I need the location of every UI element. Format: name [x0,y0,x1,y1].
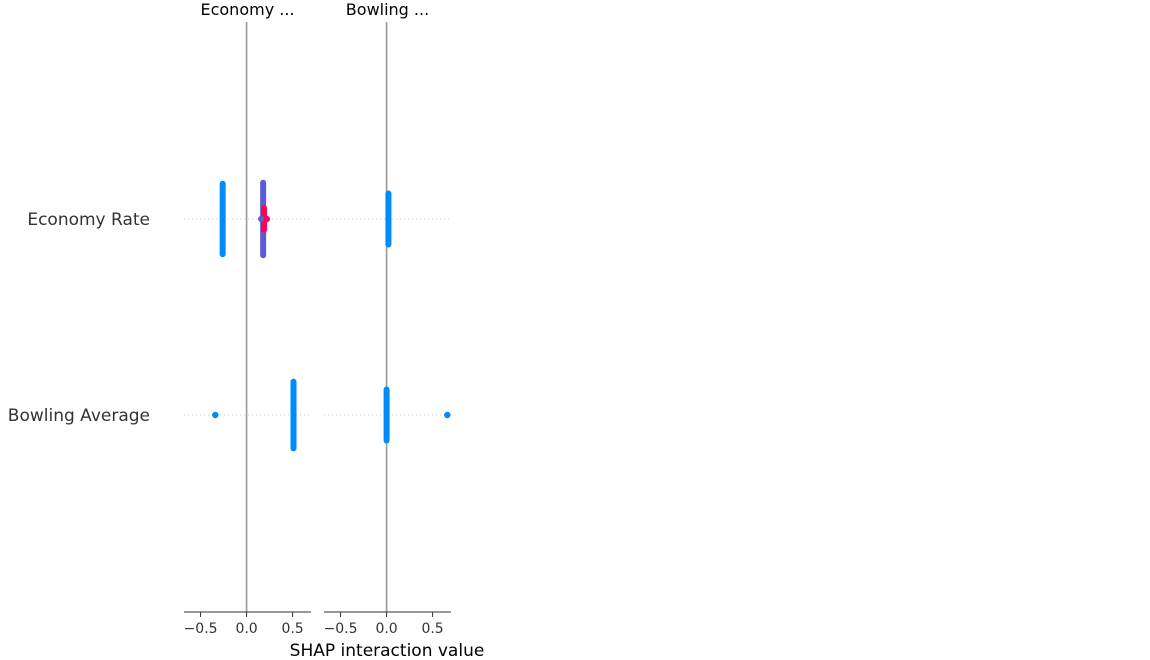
panels-layer: Economy ... −0.5 0.0 0.5 Bowling ... −0.5 0.0 0… [184,0,451,637]
panel-0: Economy ... −0.5 0.0 0.5 [184,0,311,637]
x-tick-label-0-1: 0.0 [235,621,257,637]
point-0-0-0 [258,215,265,223]
point-0-1-0 [212,411,219,419]
panel-title-0: Economy ... [200,0,294,19]
row-label-0: Economy Rate [27,210,150,230]
point-1-1-0 [444,411,451,419]
x-tick-label-1-0: −0.5 [324,621,358,637]
x-tick-label-1-2: 0.5 [421,621,443,637]
row-label-1: Bowling Average [8,406,150,426]
row-labels: Economy Rate Bowling Average [8,210,150,426]
x-tick-label-0-2: 0.5 [281,621,303,637]
panel-title-1: Bowling ... [346,0,429,19]
x-tick-label-0-0: −0.5 [184,621,218,637]
panel-1: Bowling ... −0.5 0.0 0.5 [324,0,451,637]
x-tick-label-1-1: 0.0 [375,621,397,637]
x-axis-title: SHAP interaction value [290,641,485,660]
point-0-0-1 [263,215,271,223]
